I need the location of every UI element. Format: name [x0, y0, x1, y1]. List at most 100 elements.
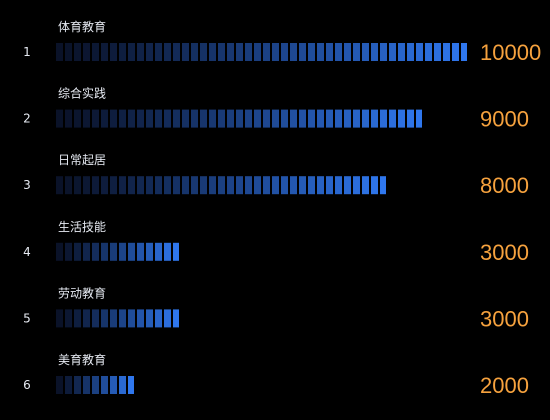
bar-row: 3 日常起居 8000 [23, 153, 529, 198]
bar-segment [308, 43, 315, 61]
bar-segment [398, 43, 405, 61]
category-label: 美育教育 [58, 352, 106, 367]
bar-segment [344, 43, 351, 61]
bar-segment [92, 309, 99, 328]
bar-segment [326, 43, 333, 61]
value-label: 8000 [480, 173, 529, 198]
bar-segment [200, 43, 207, 61]
bar-segment [263, 176, 270, 195]
bar-segment [398, 109, 405, 128]
bar-segment [65, 43, 72, 61]
bar-segment [101, 176, 108, 195]
bar-segment [65, 309, 72, 328]
bar-segment [155, 176, 162, 195]
bar-segment [83, 176, 90, 195]
bar-segment [56, 376, 63, 394]
bar-segment [317, 43, 324, 61]
bar-segment [407, 109, 414, 128]
bar-segment [92, 242, 99, 261]
bar-segment [83, 309, 90, 328]
bar-segment [353, 109, 360, 128]
bar-segment [56, 109, 63, 128]
value-label: 9000 [480, 107, 529, 132]
bar-segment [362, 176, 369, 195]
bar-segment [353, 43, 360, 61]
bar-segment [119, 43, 126, 61]
bar-segment [182, 176, 189, 195]
bar-segment [263, 43, 270, 61]
bar-segment [272, 176, 279, 195]
bar-segment [209, 176, 216, 195]
bar-segment [137, 176, 144, 195]
bar-segment [119, 309, 126, 328]
bar-segment [218, 43, 225, 61]
bar-segment [155, 242, 162, 261]
bar-row: 6 美育教育 2000 [23, 352, 529, 398]
bar-segment [290, 109, 297, 128]
bar-segment [326, 109, 333, 128]
rank-label: 6 [23, 378, 31, 392]
bar-segment [137, 109, 144, 128]
bar-segment [110, 43, 117, 61]
bar-segment [101, 376, 108, 394]
bar-segment [146, 43, 153, 61]
value-label: 10000 [480, 40, 541, 65]
bar-segment [173, 43, 180, 61]
bar [56, 242, 179, 261]
bar-segment [353, 176, 360, 195]
value-label: 3000 [480, 306, 529, 331]
bar-segment [164, 309, 171, 328]
bar-segment [110, 109, 117, 128]
bar-segment [245, 43, 252, 61]
bar-segment [290, 176, 297, 195]
bar-segment [389, 109, 396, 128]
rank-label: 1 [23, 45, 31, 59]
bar-segment [236, 109, 243, 128]
value-label: 2000 [480, 373, 529, 398]
bar-segment [65, 376, 72, 394]
bar-segment [92, 176, 99, 195]
bar-segment [371, 43, 378, 61]
bar-segment [263, 109, 270, 128]
bar-segment [146, 242, 153, 261]
bar-segment [74, 242, 81, 261]
rank-label: 5 [23, 311, 31, 325]
bar-segment [335, 43, 342, 61]
bar-row: 5 劳动教育 3000 [23, 285, 529, 331]
bar-row: 1 体育教育 10000 [23, 19, 541, 65]
rank-label: 2 [23, 112, 31, 126]
category-label: 生活技能 [58, 220, 106, 234]
bar-segment [227, 109, 234, 128]
value-label: 3000 [480, 240, 529, 265]
bar-segment [74, 309, 81, 328]
bar-segment [281, 43, 288, 61]
bar-segment [218, 109, 225, 128]
bar-segment [119, 242, 126, 261]
bar-segment [137, 242, 144, 261]
bar-segment [461, 43, 467, 61]
bar-segment [254, 176, 261, 195]
bar-segment [56, 43, 63, 61]
bar-segment [110, 376, 117, 394]
bar-segment [56, 242, 63, 261]
bar-segment [128, 376, 134, 394]
bar-segment [200, 176, 207, 195]
bar-segment [236, 43, 243, 61]
bar-segment [173, 242, 179, 261]
bar-segment [173, 109, 180, 128]
bar-segment [101, 43, 108, 61]
bar-segment [200, 109, 207, 128]
bar-segment [443, 43, 450, 61]
bar-segment [272, 109, 279, 128]
bar-segment [299, 176, 306, 195]
bar-segment [119, 176, 126, 195]
bar-segment [110, 309, 117, 328]
bar-segment [290, 43, 297, 61]
bar-segment [74, 43, 81, 61]
bar-segment [281, 176, 288, 195]
bar-segment [92, 109, 99, 128]
bar-segment [308, 109, 315, 128]
bar-segment [155, 109, 162, 128]
bar-segment [236, 176, 243, 195]
bar-segment [227, 176, 234, 195]
